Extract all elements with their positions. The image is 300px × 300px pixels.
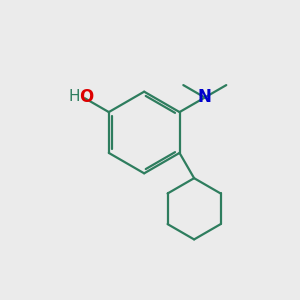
Text: O: O (79, 88, 93, 106)
Text: H: H (68, 89, 80, 104)
Text: N: N (198, 88, 212, 106)
